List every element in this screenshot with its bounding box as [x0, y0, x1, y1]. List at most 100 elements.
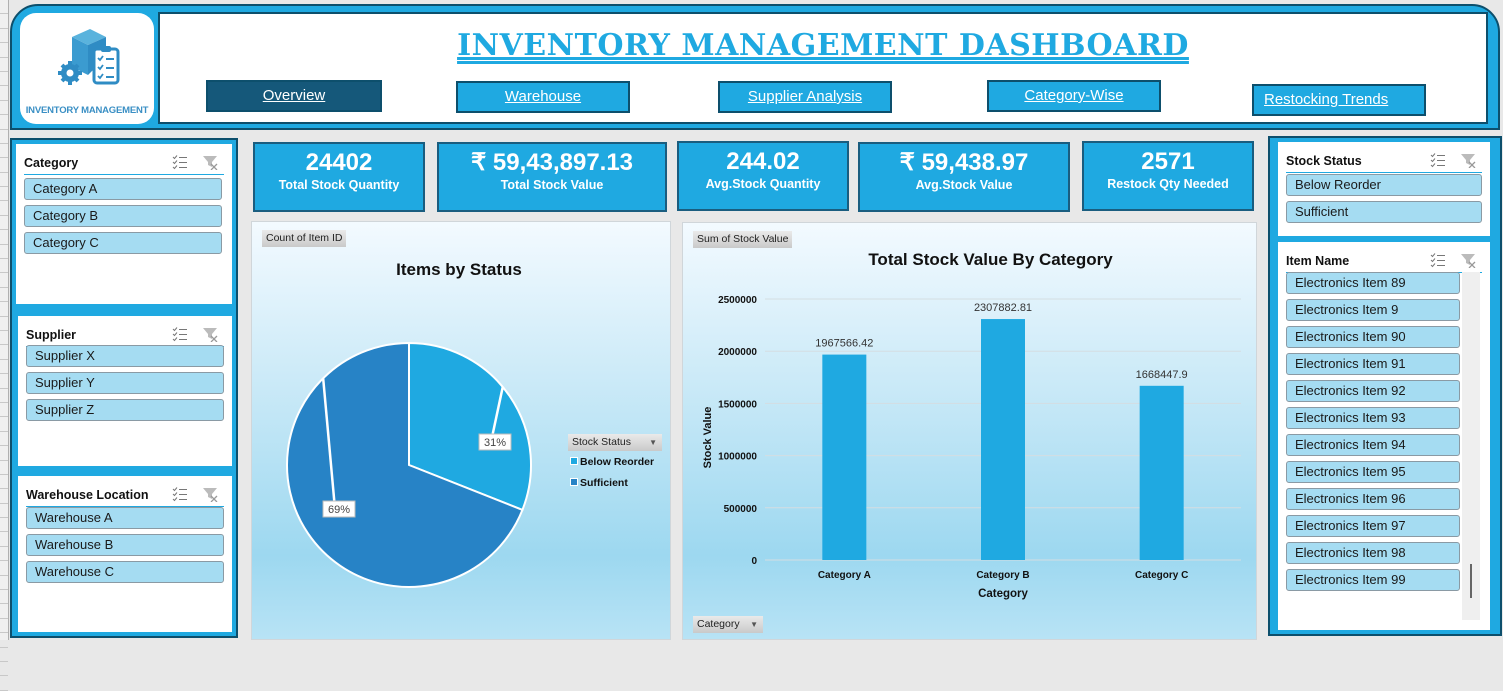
data-label-box	[322, 500, 356, 518]
x-tick-label: Category A	[818, 570, 871, 581]
slicer-item-warehouse-b[interactable]: Warehouse B	[26, 534, 224, 556]
multi-select-icon[interactable]	[172, 486, 188, 502]
kpi-restock-qty-needed: 2571 Restock Qty Needed	[1082, 141, 1254, 211]
row-number	[0, 288, 8, 303]
logo: INVENTORY MANAGEMENT	[20, 13, 154, 124]
item-list-scrollbar[interactable]	[1462, 272, 1480, 620]
row-number	[0, 662, 8, 677]
row-number	[0, 216, 8, 231]
slicer-item-category-b[interactable]: Category B	[24, 205, 222, 227]
slicer-item-electronics-item-94[interactable]: Electronics Item 94	[1286, 434, 1460, 456]
clear-filter-icon[interactable]	[1460, 252, 1476, 268]
slicer-item-below-reorder[interactable]: Below Reorder	[1286, 174, 1482, 196]
axis-button-label: Category	[697, 618, 740, 630]
row-number	[0, 72, 8, 87]
slicer-item-electronics-item-97[interactable]: Electronics Item 97	[1286, 515, 1460, 537]
nav-warehouse-button[interactable]: Warehouse	[456, 81, 630, 113]
items-by-status-chart: Count of Item ID Items by Status 31% 69% …	[251, 221, 671, 640]
slicer-item-electronics-item-89[interactable]: Electronics Item 89	[1286, 272, 1460, 294]
bar-category-c[interactable]	[1139, 385, 1184, 560]
slicer-title: Warehouse Location	[26, 488, 149, 502]
row-number	[0, 29, 8, 44]
pie-slice-sufficient[interactable]	[286, 341, 524, 588]
count-of-item-id-field-button[interactable]: Count of Item ID	[262, 230, 347, 247]
slicer-item-electronics-item-91[interactable]: Electronics Item 91	[1286, 353, 1460, 375]
row-number	[0, 86, 8, 101]
slicer-item-electronics-item-99[interactable]: Electronics Item 99	[1286, 569, 1460, 591]
slicer-item-supplier-x[interactable]: Supplier X	[26, 345, 224, 367]
slicer-item-electronics-item-92[interactable]: Electronics Item 92	[1286, 380, 1460, 402]
kpi-value: ₹ 59,438.97	[899, 149, 1029, 176]
kpi-total-stock-value: ₹ 59,43,897.13 Total Stock Value	[437, 142, 667, 212]
row-number	[0, 403, 8, 418]
title-box: INVENTORY MANAGEMENT DASHBOARD Overview …	[158, 12, 1488, 124]
y-tick-label: 500000	[724, 504, 758, 515]
slicer-item-electronics-item-98[interactable]: Electronics Item 98	[1286, 542, 1460, 564]
row-number	[0, 101, 8, 116]
y-axis-title: Stock Value	[702, 407, 714, 469]
row-number	[0, 245, 8, 260]
slicer-item-electronics-item-9[interactable]: Electronics Item 9	[1286, 299, 1460, 321]
nav-restocking-trends-button[interactable]: Restocking Trends	[1252, 84, 1426, 116]
slicer-item-electronics-item-95[interactable]: Electronics Item 95	[1286, 461, 1460, 483]
row-number	[0, 648, 8, 662]
pie-slice-below-reorder[interactable]	[408, 341, 532, 512]
multi-select-icon[interactable]	[1430, 152, 1446, 168]
multi-select-icon[interactable]	[1430, 252, 1446, 268]
stock-status-slicer: Stock Status Below Reorder Sufficient	[1278, 142, 1490, 236]
slicer-item-category-c[interactable]: Category C	[24, 232, 222, 254]
row-number	[0, 374, 8, 389]
row-number	[0, 273, 8, 288]
clear-filter-icon[interactable]	[202, 154, 218, 170]
slicer-item-warehouse-a[interactable]: Warehouse A	[26, 507, 224, 529]
sum-of-stock-value-field-button[interactable]: Sum of Stock Value	[693, 231, 793, 248]
nav-overview-button[interactable]: Overview	[206, 80, 382, 112]
row-number	[0, 130, 8, 144]
slicer-item-electronics-item-90[interactable]: Electronics Item 90	[1286, 326, 1460, 348]
slicer-item-electronics-item-93[interactable]: Electronics Item 93	[1286, 407, 1460, 429]
row-number	[0, 489, 8, 504]
row-number	[0, 14, 8, 29]
bar-value-label: 1967566.42	[815, 338, 873, 350]
right-filter-panel: Stock Status Below Reorder Sufficient It…	[1268, 136, 1502, 636]
row-number	[0, 619, 8, 634]
bar-category-a[interactable]	[822, 354, 867, 560]
nav-supplier-analysis-button[interactable]: Supplier Analysis	[718, 81, 892, 113]
bar-category-b[interactable]	[981, 319, 1025, 560]
slicer-title: Supplier	[26, 328, 77, 342]
multi-select-icon[interactable]	[172, 154, 188, 170]
slicer-item-supplier-y[interactable]: Supplier Y	[26, 372, 224, 394]
slicer-item-warehouse-c[interactable]: Warehouse C	[26, 561, 224, 583]
scrollbar-thumb[interactable]	[1470, 564, 1472, 598]
x-axis-title: Category	[978, 588, 1028, 600]
row-number	[0, 633, 8, 648]
row-number	[0, 259, 8, 274]
slicer-item-sufficient[interactable]: Sufficient	[1286, 201, 1482, 223]
x-tick-label: Category B	[976, 570, 1029, 581]
chart-title: Items by Status	[396, 260, 522, 279]
pie-chart: 31% 69%	[286, 341, 532, 588]
row-number	[0, 475, 8, 490]
legend-label: Below Reorder	[580, 456, 655, 468]
inventory-logo-icon	[58, 29, 120, 85]
row-numbers	[0, 0, 9, 691]
row-number	[0, 230, 8, 245]
clear-filter-icon[interactable]	[202, 326, 218, 342]
category-axis-button[interactable]: Category ▼	[693, 616, 763, 633]
dropdown-arrow-icon: ▼	[750, 620, 758, 629]
slicer-item-supplier-z[interactable]: Supplier Z	[26, 399, 224, 421]
clear-filter-icon[interactable]	[1460, 152, 1476, 168]
pie-data-label: 69%	[328, 504, 350, 516]
row-number	[0, 43, 8, 58]
slicer-item-category-a[interactable]: Category A	[24, 178, 222, 200]
kpi-total-stock-quantity: 24402 Total Stock Quantity	[253, 142, 425, 212]
row-number	[0, 360, 8, 375]
clear-filter-icon[interactable]	[202, 486, 218, 502]
multi-select-icon[interactable]	[172, 326, 188, 342]
y-tick-label: 1500000	[718, 399, 757, 410]
nav-category-wise-button[interactable]: Category-Wise	[987, 80, 1161, 112]
stock-status-legend-button[interactable]: Stock Status ▼	[568, 434, 662, 451]
slicer-item-electronics-item-96[interactable]: Electronics Item 96	[1286, 488, 1460, 510]
slicer-title: Stock Status	[1286, 154, 1362, 168]
row-number	[0, 115, 8, 130]
